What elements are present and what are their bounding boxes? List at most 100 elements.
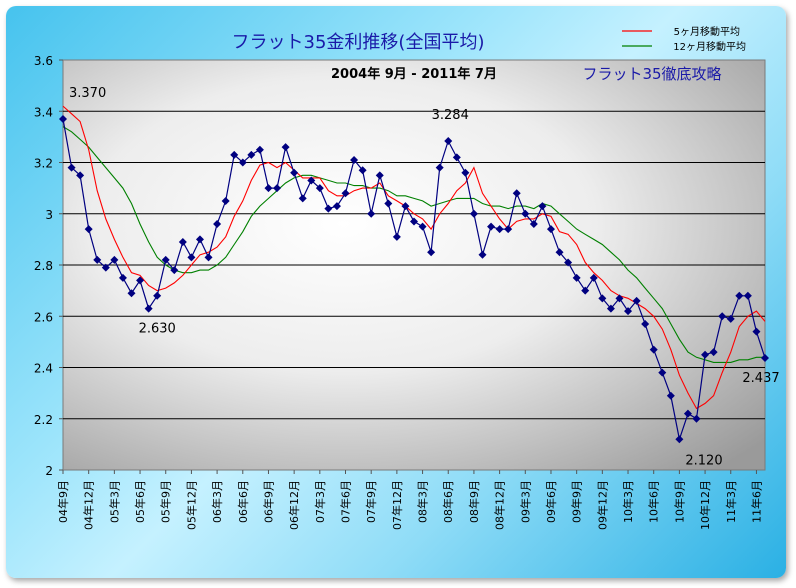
data-point: [641, 319, 650, 328]
y-axis-tick-labels: 2 2.2 2.4 2.6 2.8 3 3.2 3.4 3.6: [34, 54, 63, 478]
data-point: [76, 171, 85, 180]
x-tick-label: 10年3月: [621, 480, 635, 523]
x-tick-label: 10年9月: [672, 480, 686, 523]
data-label: 2.437: [742, 371, 779, 386]
data-point: [118, 273, 127, 282]
data-point: [718, 312, 727, 321]
data-point: [59, 114, 67, 123]
data-point: [153, 291, 162, 300]
x-tick-label: 05年3月: [107, 480, 121, 523]
data-point: [538, 202, 547, 211]
legend-ma12-label: 12ヶ月移動平均: [673, 40, 746, 53]
data-point: [298, 194, 307, 203]
x-tick-label: 05年9月: [159, 480, 173, 523]
data-point: [546, 225, 555, 234]
x-axis-tick-labels: 04年9月 04年12月 05年3月 05年6月 05年9月 05年12月 06年3月 06年…: [56, 470, 763, 530]
data-point: [666, 391, 675, 400]
data-point: [427, 248, 436, 257]
data-point: [675, 435, 684, 444]
y-tick-label: 2.4: [34, 362, 53, 376]
x-tick-label: 07年9月: [364, 480, 378, 523]
data-point: [649, 345, 658, 354]
data-point: [93, 255, 102, 264]
y-tick-label: 3.4: [34, 105, 53, 119]
gridlines: [63, 110, 765, 420]
data-point: [375, 171, 384, 180]
x-tick-label: 08年3月: [416, 480, 430, 523]
chart-title: フラット35金利推移(全国平均): [232, 32, 485, 53]
data-label: 2.120: [685, 453, 722, 468]
data-point: [136, 276, 145, 285]
data-point: [529, 220, 538, 228]
data-point: [581, 286, 590, 295]
legend: 5ヶ月移動平均 12ヶ月移動平均: [622, 25, 746, 53]
x-tick-label: 05年12月: [184, 480, 198, 530]
data-point: [273, 184, 282, 193]
data-point: [213, 220, 222, 228]
data-point: [606, 304, 615, 313]
data-point: [392, 232, 401, 241]
data-point: [255, 145, 264, 154]
corner-label: フラット35徹底攻略: [582, 65, 721, 83]
data-point: [658, 368, 667, 377]
y-tick-label: 2: [45, 464, 53, 478]
data-point: [144, 304, 153, 313]
data-point: [478, 250, 487, 259]
y-tick-label: 2.6: [34, 310, 53, 324]
data-point: [692, 414, 701, 423]
data-point: [615, 294, 624, 303]
x-tick-label: 09年6月: [544, 480, 558, 523]
data-point: [247, 150, 256, 159]
series-line-ma12: [62, 126, 765, 363]
data-point: [84, 225, 93, 234]
data-point: [290, 168, 299, 177]
data-point: [170, 266, 179, 275]
series-line-ma5: [62, 105, 766, 410]
data-point: [564, 258, 573, 267]
data-point: [230, 150, 239, 159]
x-tick-label: 05年6月: [133, 480, 147, 523]
data-point: [187, 253, 196, 262]
data-point: [67, 163, 76, 172]
data-point: [487, 222, 496, 231]
y-tick-label: 3: [45, 208, 53, 222]
data-point: [512, 189, 521, 198]
y-tick-label: 3.6: [34, 54, 53, 68]
data-point: [469, 209, 478, 218]
x-tick-label: 10年6月: [647, 480, 661, 523]
data-point: [452, 153, 461, 162]
data-point: [418, 222, 427, 231]
data-point: [701, 350, 710, 359]
x-tick-label: 04年9月: [56, 480, 70, 523]
x-tick-label: 04年12月: [82, 480, 96, 530]
data-point: [307, 176, 316, 185]
data-point: [461, 168, 470, 177]
data-point: [195, 235, 204, 244]
y-tick-label: 3.2: [34, 157, 53, 171]
data-point: [315, 184, 324, 193]
x-tick-label: 11年6月: [749, 480, 763, 523]
x-tick-label: 08年6月: [441, 480, 455, 523]
x-tick-label: 07年12月: [390, 480, 404, 530]
data-point: [221, 196, 230, 205]
x-tick-label: 06年9月: [261, 480, 275, 523]
x-tick-label: 06年6月: [236, 480, 250, 523]
data-markers: [59, 114, 769, 444]
data-label: 3.370: [69, 86, 106, 101]
x-tick-label: 11年3月: [724, 480, 738, 523]
x-tick-label: 06年3月: [210, 480, 224, 523]
data-point: [683, 409, 692, 418]
data-point: [444, 136, 453, 145]
data-point: [435, 163, 444, 172]
data-point: [101, 263, 110, 272]
data-point: [709, 348, 718, 357]
x-tick-label: 09年12月: [595, 480, 609, 530]
chart-subtitle: 2004年 9月 - 2011年 7月: [331, 66, 497, 82]
x-tick-label: 07年6月: [339, 480, 353, 523]
x-tick-label: 06年12月: [287, 480, 301, 530]
data-point: [598, 294, 607, 303]
data-point: [264, 184, 273, 193]
data-point: [332, 202, 341, 211]
data-point: [521, 209, 530, 218]
